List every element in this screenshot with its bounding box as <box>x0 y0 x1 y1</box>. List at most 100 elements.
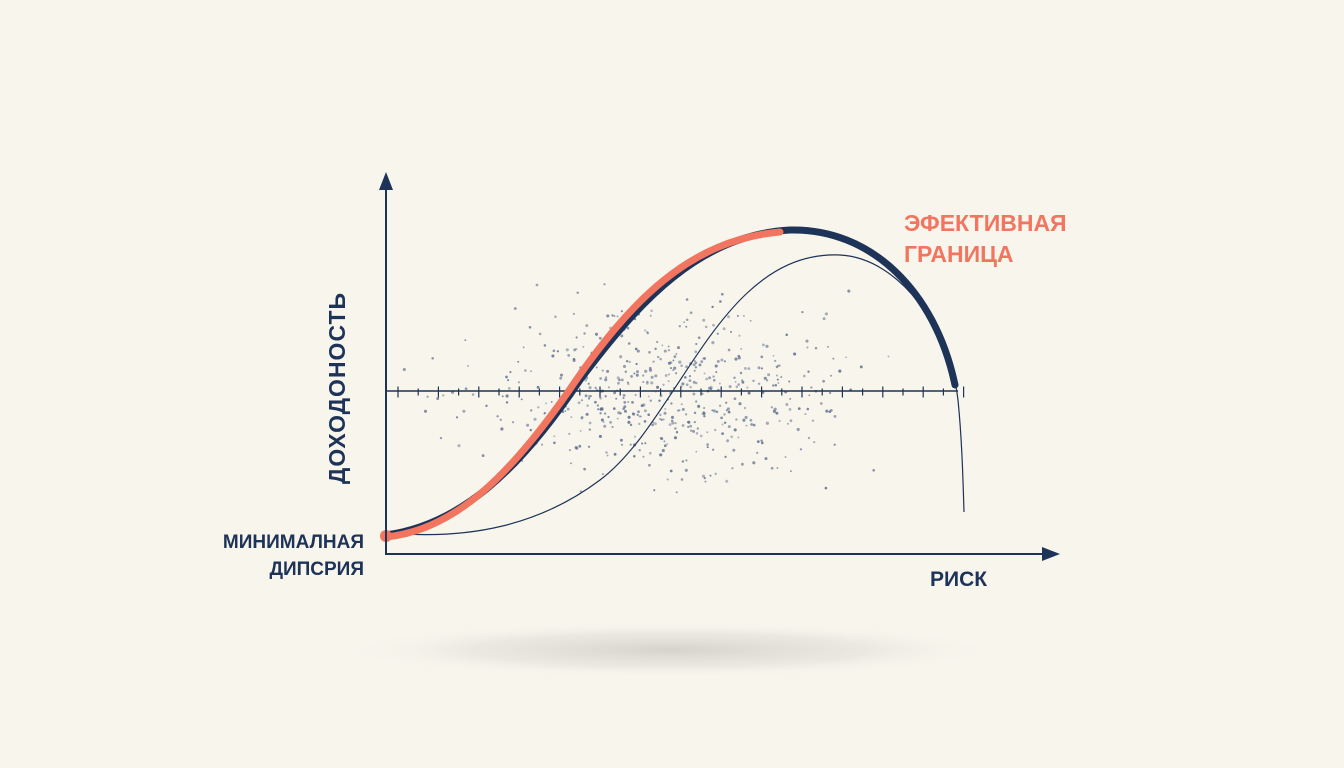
portfolio-dot <box>689 424 692 428</box>
portfolio-dot <box>642 380 645 384</box>
portfolio-dot <box>727 410 731 414</box>
portfolio-dot <box>587 445 591 449</box>
portfolio-dot <box>666 443 669 446</box>
portfolio-dot <box>616 417 619 420</box>
portfolio-dot <box>712 323 715 327</box>
portfolio-dot <box>734 357 738 361</box>
portfolio-dot <box>732 448 736 452</box>
portfolio-dot <box>664 374 668 377</box>
portfolio-dot <box>646 331 650 335</box>
portfolio-dot <box>788 407 792 411</box>
portfolio-dot <box>595 366 598 369</box>
portfolio-dot <box>763 376 767 380</box>
portfolio-dot <box>716 359 720 363</box>
portfolio-dot <box>499 418 502 421</box>
portfolio-dot <box>808 394 811 397</box>
portfolio-dot <box>668 423 672 427</box>
portfolio-dot <box>553 441 556 445</box>
portfolio-dot <box>638 449 641 452</box>
portfolio-dot <box>743 366 747 370</box>
portfolio-dot <box>789 419 793 423</box>
portfolio-dot <box>656 385 660 389</box>
portfolio-dot <box>646 380 649 384</box>
portfolio-dot <box>634 347 638 351</box>
portfolio-dot <box>617 381 620 385</box>
portfolio-dot <box>661 449 665 453</box>
portfolio-dot <box>685 459 688 462</box>
portfolio-dot <box>775 374 779 377</box>
portfolio-dot <box>423 409 428 413</box>
portfolio-dot <box>677 409 680 412</box>
portfolio-dot <box>736 314 739 317</box>
portfolio-dot <box>685 298 689 301</box>
portfolio-dot <box>601 473 604 476</box>
portfolio-dot <box>556 350 559 353</box>
portfolio-dot <box>620 334 624 338</box>
portfolio-dot <box>436 397 440 400</box>
portfolio-dot <box>826 345 829 348</box>
portfolio-dot <box>724 455 727 458</box>
portfolio-dot <box>644 329 646 332</box>
portfolio-dot <box>522 346 525 349</box>
portfolio-dot <box>778 364 781 367</box>
portfolio-dot <box>659 453 663 457</box>
portfolio-dot <box>680 403 683 406</box>
portfolio-dot <box>689 385 692 389</box>
portfolio-dot <box>684 468 688 472</box>
portfolio-dot <box>681 407 685 411</box>
portfolio-dot <box>778 420 781 422</box>
portfolio-dot <box>678 324 682 328</box>
portfolio-dot <box>695 432 699 435</box>
portfolio-dot <box>708 386 711 390</box>
portfolio-dot <box>760 355 764 359</box>
portfolio-dot <box>464 387 468 391</box>
portfolio-dot <box>752 423 756 427</box>
portfolio-dot <box>543 412 546 415</box>
portfolio-dot <box>426 395 429 398</box>
portfolio-dot <box>887 355 890 358</box>
portfolio-dot <box>644 369 648 373</box>
portfolio-dot <box>654 374 658 378</box>
portfolio-dot <box>633 435 637 438</box>
portfolio-dot <box>698 363 702 367</box>
portfolio-dot <box>675 491 678 494</box>
portfolio-dot <box>657 355 660 359</box>
portfolio-dot <box>524 369 527 372</box>
portfolio-dot <box>777 382 780 384</box>
portfolio-dot <box>513 307 517 310</box>
efficient-segment <box>382 228 784 541</box>
portfolio-dot <box>692 429 695 433</box>
portfolio-dot <box>723 360 726 363</box>
portfolio-dot <box>775 365 779 369</box>
portfolio-dot <box>559 376 563 380</box>
portfolio-dot <box>735 418 738 421</box>
portfolio-dot <box>636 349 640 353</box>
portfolio-dot <box>572 358 576 363</box>
y-axis-label: ДОХОДОНОСТЬ <box>324 292 350 484</box>
portfolio-dot <box>697 336 701 340</box>
portfolio-dot <box>605 451 608 454</box>
portfolio-dot <box>667 380 670 383</box>
portfolio-dot <box>741 380 745 384</box>
portfolio-dot <box>729 330 733 333</box>
portfolio-dot <box>627 401 630 403</box>
min-variance-label-line1: МИНИМАЛНАЯ <box>223 532 364 553</box>
portfolio-dot <box>737 356 741 360</box>
portfolio-dot <box>674 427 677 430</box>
portfolio-dot <box>604 376 608 379</box>
portfolio-dot <box>694 381 698 385</box>
portfolio-dot <box>541 443 544 446</box>
portfolio-dot <box>535 283 539 287</box>
portfolio-dot <box>613 391 617 395</box>
portfolio-dot <box>694 366 698 369</box>
portfolio-dot <box>733 376 736 380</box>
portfolio-dot <box>517 360 520 363</box>
portfolio-dot <box>624 370 627 373</box>
portfolio-dot <box>565 348 569 352</box>
portfolio-dot <box>668 373 670 376</box>
portfolio-dot <box>723 413 726 416</box>
portfolio-dot <box>702 412 706 415</box>
portfolio-dot <box>703 372 706 375</box>
portfolio-dot <box>760 441 764 445</box>
